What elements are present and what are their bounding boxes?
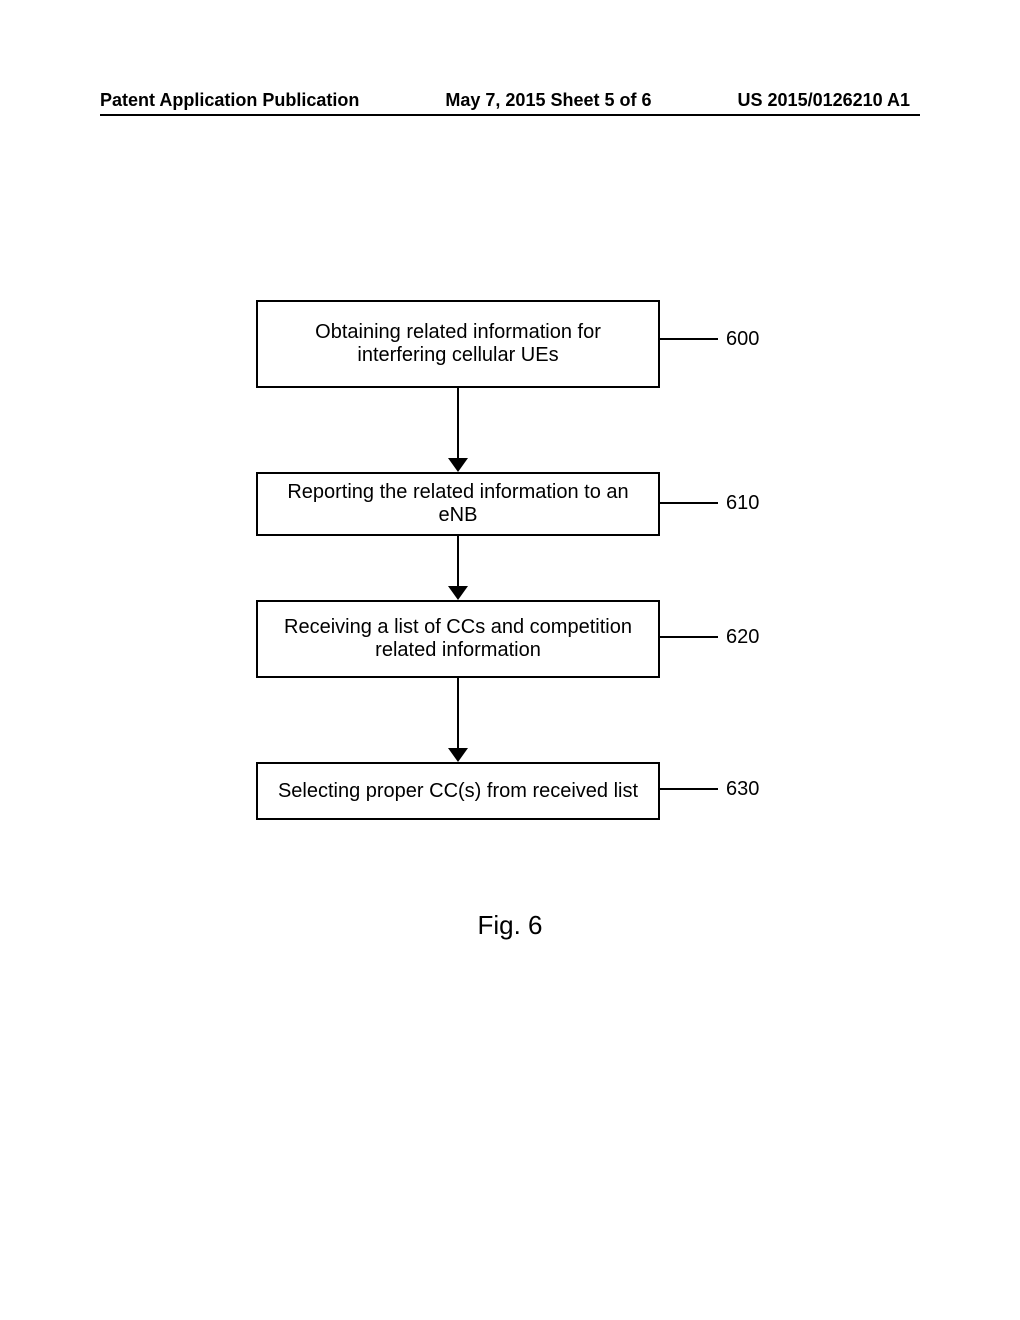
flow-edge-600-610 (457, 388, 459, 458)
header-center: May 7, 2015 Sheet 5 of 6 (445, 90, 651, 111)
arrow-down-icon (448, 458, 468, 472)
header-rule (100, 114, 920, 116)
header-left: Patent Application Publication (100, 90, 359, 111)
flow-node-600: Obtaining related information for interf… (256, 300, 660, 388)
ref-leader-620 (660, 636, 718, 638)
ref-label-630: 630 (726, 778, 759, 801)
flow-edge-610-620 (457, 536, 459, 586)
ref-label-600: 600 (726, 328, 759, 351)
header-right: US 2015/0126210 A1 (738, 90, 910, 111)
ref-leader-610 (660, 502, 718, 504)
flow-node-630-label: Selecting proper CC(s) from received lis… (278, 780, 638, 803)
arrow-down-icon (448, 586, 468, 600)
flow-node-600-label: Obtaining related information for interf… (270, 321, 646, 367)
flow-node-610: Reporting the related information to an … (256, 472, 660, 536)
ref-label-620: 620 (726, 626, 759, 649)
figure-caption: Fig. 6 (0, 910, 1020, 941)
flow-node-630: Selecting proper CC(s) from received lis… (256, 762, 660, 820)
flow-node-620-label: Receiving a list of CCs and competition … (270, 616, 646, 662)
page-header: Patent Application Publication May 7, 20… (0, 90, 1020, 111)
ref-leader-630 (660, 788, 718, 790)
ref-label-610: 610 (726, 492, 759, 515)
ref-leader-600 (660, 338, 718, 340)
arrow-down-icon (448, 748, 468, 762)
flow-node-620: Receiving a list of CCs and competition … (256, 600, 660, 678)
flow-node-610-label: Reporting the related information to an … (270, 481, 646, 527)
flow-edge-620-630 (457, 678, 459, 748)
